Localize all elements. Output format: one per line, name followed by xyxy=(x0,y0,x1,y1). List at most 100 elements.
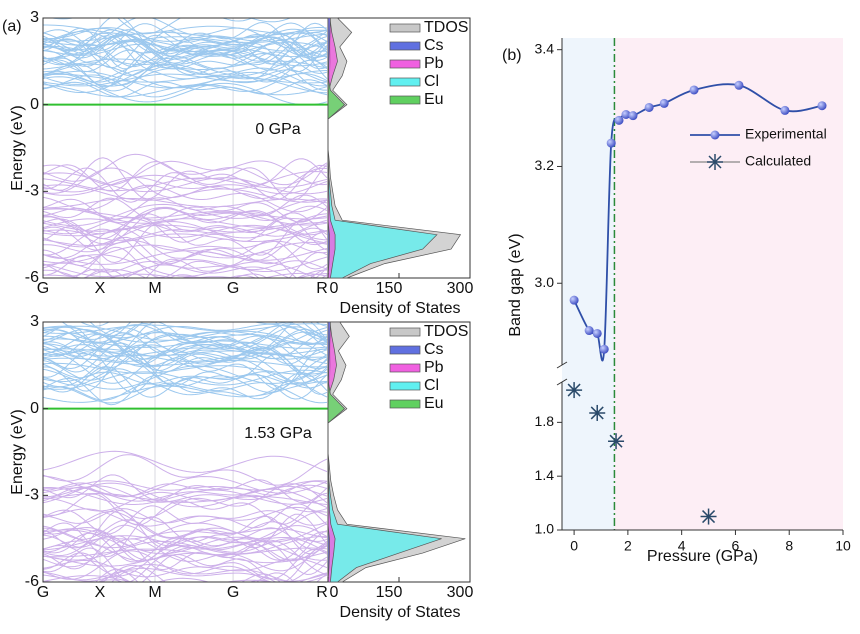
x-tick-label: 300 xyxy=(447,280,474,297)
legend-swatch xyxy=(389,327,421,337)
point xyxy=(608,433,625,450)
band-curve xyxy=(43,332,328,361)
star-stroke xyxy=(708,155,722,169)
band-curve xyxy=(43,570,296,582)
band-curve xyxy=(43,72,328,98)
region-low xyxy=(562,38,615,530)
k-label: M xyxy=(148,584,161,601)
band-curve xyxy=(43,340,328,375)
band-curve xyxy=(43,31,328,69)
band-curve xyxy=(43,487,328,505)
legend-label: Experimental xyxy=(745,126,827,142)
band-curve xyxy=(49,18,292,23)
point xyxy=(584,326,594,336)
band-curve xyxy=(43,197,328,223)
band-curve xyxy=(73,268,328,278)
band-curve xyxy=(43,509,328,555)
k-label: R xyxy=(316,280,328,297)
point xyxy=(734,80,744,90)
x-tick-label: 4 xyxy=(678,538,686,554)
band-curve xyxy=(43,39,328,52)
k-label: X xyxy=(95,584,106,601)
band-curve xyxy=(43,170,328,196)
dos-curve xyxy=(327,17,331,279)
star-stroke xyxy=(590,406,604,420)
band-curve xyxy=(43,503,328,535)
bands xyxy=(43,322,328,582)
band-curve xyxy=(43,22,328,70)
band-curve xyxy=(43,218,328,264)
y-tick-label: 1.4 xyxy=(535,467,555,483)
band-curve xyxy=(43,344,328,384)
band-curve xyxy=(43,264,291,278)
x-tick-label: 0 xyxy=(570,538,578,554)
band-curve xyxy=(43,474,328,504)
star-stroke xyxy=(609,434,623,448)
band-curve xyxy=(43,33,328,76)
band-curve xyxy=(43,236,328,270)
axis-break xyxy=(556,361,568,369)
band-curve xyxy=(43,522,328,549)
band-curve xyxy=(43,508,328,526)
point xyxy=(700,508,717,525)
band-curve xyxy=(106,272,328,278)
x-tick-label: 300 xyxy=(447,584,474,601)
band-curve xyxy=(43,241,328,264)
k-label: G xyxy=(227,584,239,601)
y-tick-label: 0 xyxy=(30,400,39,417)
legend-swatch xyxy=(389,363,421,373)
band-curve xyxy=(43,283,327,295)
band-curve xyxy=(43,153,328,186)
band-curve xyxy=(43,480,328,498)
band-curve xyxy=(43,493,328,505)
band-curve xyxy=(43,535,328,576)
band-curve xyxy=(43,322,328,351)
band-curve xyxy=(43,205,328,224)
legend-label: Cs xyxy=(424,341,444,358)
band-curve xyxy=(43,342,328,377)
legend-marker xyxy=(707,154,723,170)
region-high xyxy=(614,38,843,530)
band-curve xyxy=(57,322,289,325)
band-curve xyxy=(43,365,328,390)
y-tick-label: 3 xyxy=(30,313,39,330)
band-curve xyxy=(43,567,328,582)
band-curve xyxy=(43,34,328,71)
point xyxy=(599,344,609,354)
band-curve xyxy=(43,528,328,561)
band-curve xyxy=(43,158,328,192)
x-tick-label: 8 xyxy=(785,538,793,554)
x-axis-label: Density of States xyxy=(340,300,461,317)
band-curve xyxy=(43,24,328,35)
point xyxy=(780,105,790,115)
y-tick-label: -6 xyxy=(25,573,39,590)
k-label: M xyxy=(148,280,161,297)
point xyxy=(606,138,616,148)
band-curve xyxy=(43,450,328,473)
x-tick-label: 150 xyxy=(376,280,403,297)
point xyxy=(621,109,631,119)
dos xyxy=(327,321,466,583)
k-label: G xyxy=(227,280,239,297)
point xyxy=(628,111,638,121)
legend-swatch xyxy=(389,59,421,69)
point xyxy=(689,85,699,95)
legend-label: Eu xyxy=(424,395,444,412)
band-curve xyxy=(43,527,328,540)
band-curve xyxy=(43,42,328,68)
band-curve xyxy=(43,519,328,542)
star-stroke xyxy=(567,383,581,397)
band-curve xyxy=(156,572,328,582)
band-curve xyxy=(43,538,328,562)
legend-swatch xyxy=(389,399,421,409)
x-tick-label: 0 xyxy=(330,280,339,297)
band-curve xyxy=(43,43,328,58)
x-tick-label: 2 xyxy=(624,538,632,554)
point xyxy=(644,102,654,112)
k-label: G xyxy=(37,280,49,297)
band-curve xyxy=(43,206,328,246)
legend-label: Cs xyxy=(424,37,444,54)
point xyxy=(817,101,827,111)
band-curve xyxy=(43,221,327,237)
